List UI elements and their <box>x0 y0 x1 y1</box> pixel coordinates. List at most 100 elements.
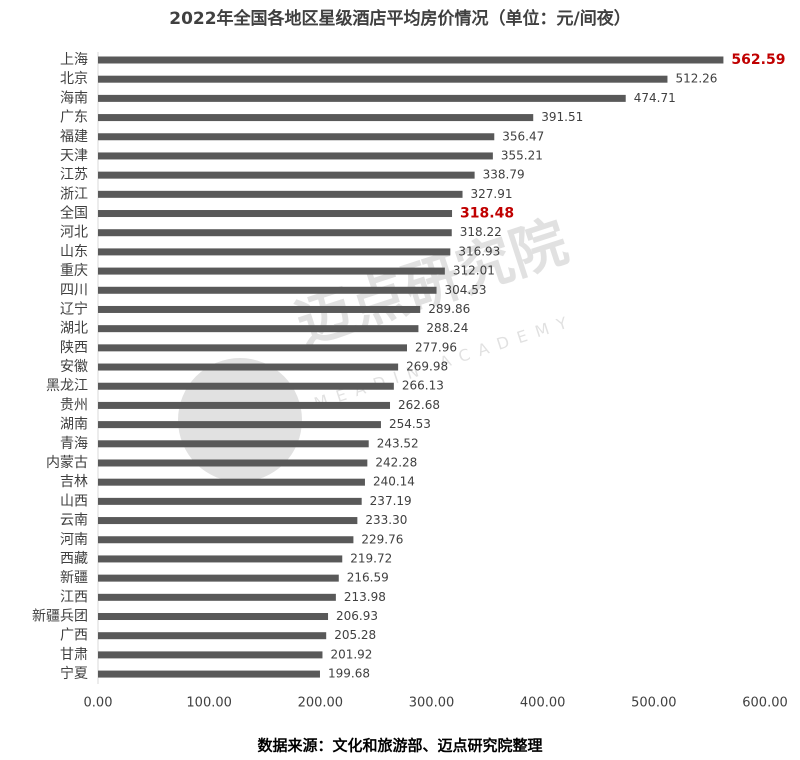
y-tick-label: 新疆 <box>60 570 88 586</box>
y-tick-label: 广东 <box>60 110 88 126</box>
bar <box>98 305 421 313</box>
bar <box>98 632 327 640</box>
bar <box>98 190 463 198</box>
value-label: 289.86 <box>428 302 470 316</box>
y-tick-label: 黑龙江 <box>46 378 88 394</box>
value-label: 216.59 <box>347 571 389 585</box>
value-label: 262.68 <box>398 398 440 412</box>
bar <box>98 133 495 141</box>
chart-title: 2022年全国各地区星级酒店平均房价情况（单位：元/间夜） <box>169 8 631 29</box>
bar <box>98 114 534 122</box>
y-tick-label: 福建 <box>60 129 88 145</box>
value-label: 240.14 <box>373 475 415 489</box>
bar <box>98 325 419 333</box>
y-tick-label: 内蒙古 <box>46 455 88 471</box>
value-label: 269.98 <box>406 360 448 374</box>
bar <box>98 613 329 621</box>
x-tick-label: 300.00 <box>409 696 455 711</box>
value-label: 254.53 <box>389 417 431 431</box>
value-label: 391.51 <box>541 110 583 124</box>
bar <box>98 363 399 371</box>
value-label: 206.93 <box>336 609 378 623</box>
y-tick-label: 云南 <box>60 513 88 529</box>
bar <box>98 229 452 237</box>
y-tick-label: 全国 <box>60 205 88 222</box>
y-tick-label: 甘肃 <box>60 647 88 663</box>
y-tick-label: 宁夏 <box>60 665 88 682</box>
bar <box>98 670 320 678</box>
x-tick-label: 100.00 <box>186 696 232 711</box>
y-tick-label: 安徽 <box>60 359 88 375</box>
y-tick-label: 广西 <box>60 628 88 644</box>
bar <box>98 459 368 467</box>
value-label: 338.79 <box>483 168 525 182</box>
y-tick-label: 湖南 <box>60 417 88 433</box>
bar <box>98 171 475 179</box>
y-tick-label: 辽宁 <box>60 300 88 317</box>
bar <box>98 401 391 409</box>
y-tick-label: 西藏 <box>60 551 88 567</box>
bar <box>98 440 369 448</box>
bar <box>98 75 668 83</box>
value-label: 266.13 <box>402 379 444 393</box>
value-label: 562.59 <box>731 52 785 68</box>
value-label: 201.92 <box>330 647 372 661</box>
value-label: 277.96 <box>415 340 457 354</box>
y-tick-label: 陕西 <box>60 340 88 356</box>
bar <box>98 536 354 544</box>
bar <box>98 267 445 275</box>
bar <box>98 593 336 601</box>
value-label: 312.01 <box>453 264 495 278</box>
bar <box>98 248 451 256</box>
y-tick-label: 北京 <box>60 71 88 87</box>
value-label: 233.30 <box>365 513 407 527</box>
value-label: 229.76 <box>361 532 403 546</box>
y-tick-label: 吉林 <box>60 474 88 490</box>
value-label: 356.47 <box>502 129 544 143</box>
y-tick-label: 河北 <box>60 225 88 241</box>
bar <box>98 497 362 505</box>
bar <box>98 421 381 429</box>
x-tick-label: 400.00 <box>520 696 566 711</box>
value-label: 242.28 <box>375 455 417 469</box>
value-label: 318.48 <box>460 206 514 222</box>
y-tick-label: 四川 <box>60 282 88 298</box>
y-tick-label: 贵州 <box>60 397 88 413</box>
y-tick-label: 湖北 <box>60 321 88 337</box>
y-tick-label: 江苏 <box>60 167 88 183</box>
y-tick-label: 海南 <box>60 90 88 106</box>
bar <box>98 286 437 294</box>
value-label: 243.52 <box>377 436 419 450</box>
bar <box>98 94 626 102</box>
x-tick-label: 200.00 <box>298 696 344 711</box>
value-label: 355.21 <box>501 148 543 162</box>
y-tick-label: 山东 <box>60 244 88 260</box>
value-label: 288.24 <box>426 321 468 335</box>
value-label: 205.28 <box>334 628 376 642</box>
value-label: 237.19 <box>370 494 412 508</box>
value-label: 213.98 <box>344 590 386 604</box>
bar <box>98 574 339 582</box>
y-tick-label: 山西 <box>60 493 88 509</box>
x-tick-label: 0.00 <box>84 696 113 711</box>
bar <box>98 344 407 352</box>
y-tick-label: 新疆兵团 <box>32 609 88 625</box>
y-tick-label: 重庆 <box>60 263 88 279</box>
bar <box>98 382 394 390</box>
value-label: 304.53 <box>445 283 487 297</box>
value-label: 512.26 <box>675 72 717 86</box>
y-tick-label: 浙江 <box>60 186 88 202</box>
x-tick-label: 600.00 <box>742 696 788 711</box>
y-tick-label: 上海 <box>60 52 88 68</box>
value-label: 474.71 <box>634 91 676 105</box>
value-label: 219.72 <box>350 551 392 565</box>
bar <box>98 478 365 486</box>
bar <box>98 555 343 563</box>
y-tick-label: 青海 <box>60 436 88 452</box>
bar <box>98 56 724 64</box>
value-label: 199.68 <box>328 667 370 681</box>
bar <box>98 210 453 218</box>
value-label: 327.91 <box>471 187 513 201</box>
y-tick-label: 天津 <box>60 148 88 164</box>
